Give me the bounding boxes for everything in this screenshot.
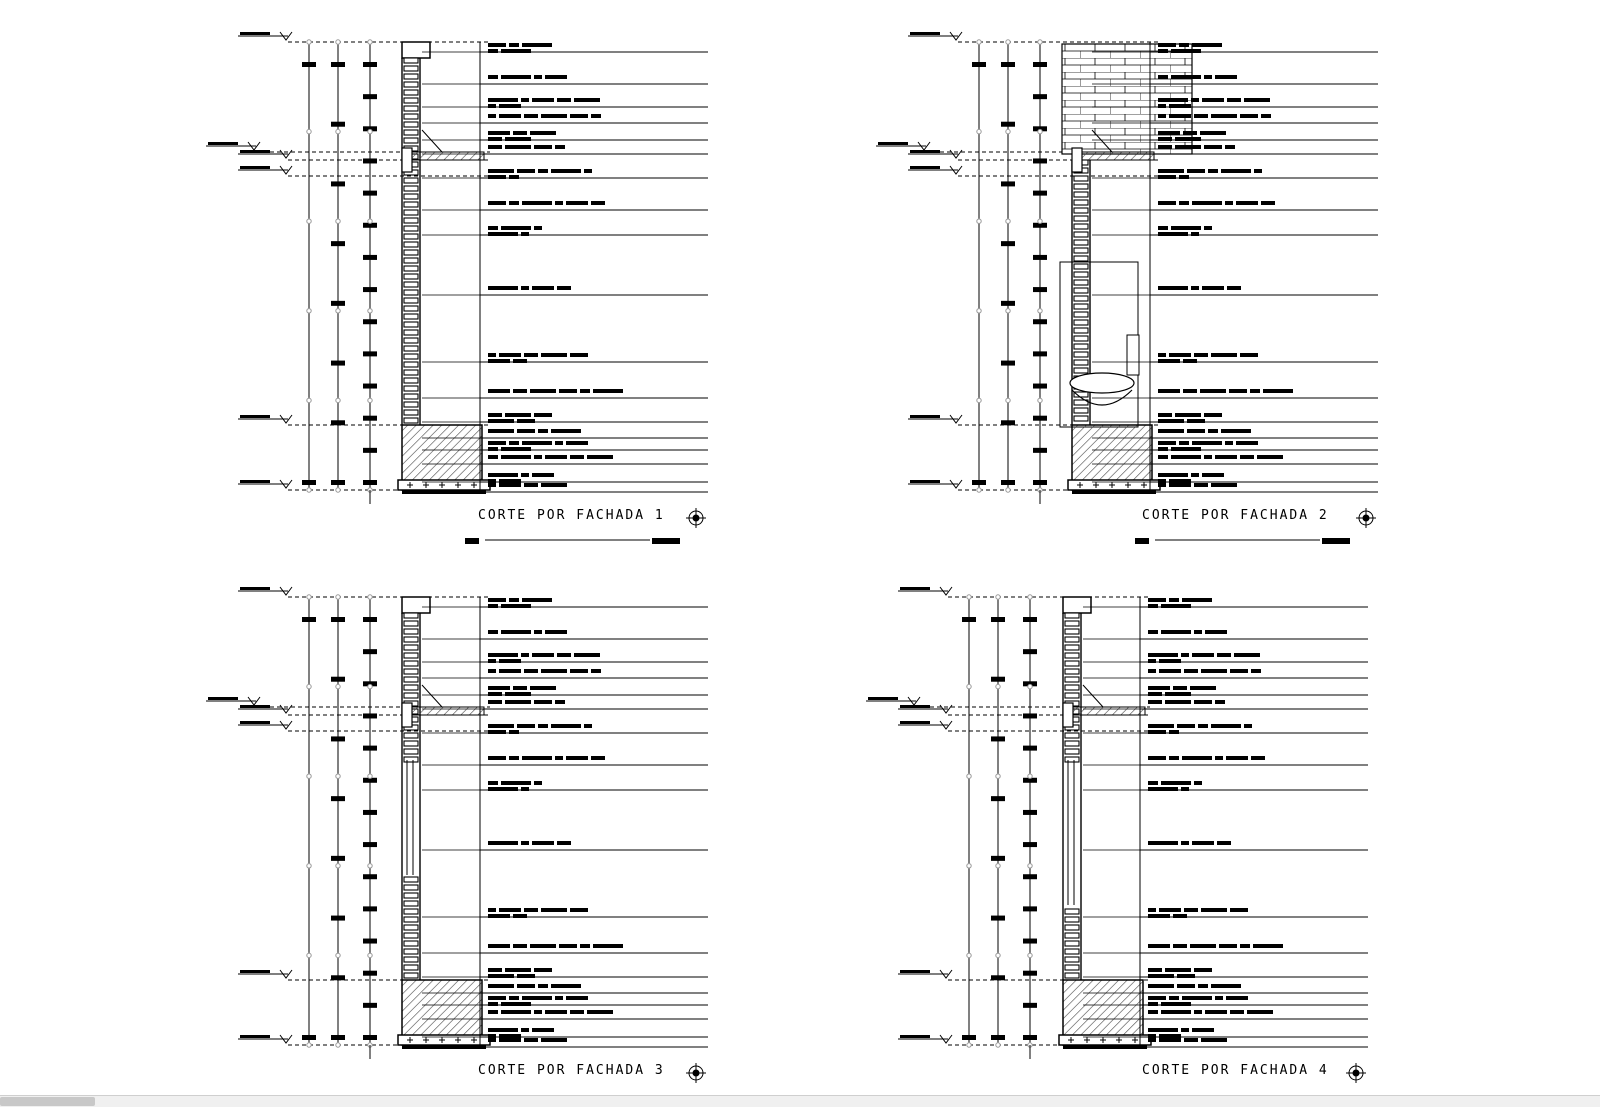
section-title-3: CORTE POR FACHADA 3 — [478, 1063, 665, 1078]
section-panel-4 — [866, 586, 1368, 1083]
section-title-4: CORTE POR FACHADA 4 — [1142, 1063, 1329, 1078]
level-marker — [898, 720, 1150, 732]
section-marker-symbol — [1356, 508, 1376, 528]
level-marker — [238, 165, 490, 177]
scrollbar-thumb[interactable] — [0, 1097, 95, 1106]
section-marker-symbol — [1346, 1063, 1366, 1083]
section-marker-symbol — [686, 1063, 706, 1083]
section-title-2: CORTE POR FACHADA 2 — [1142, 508, 1329, 523]
section-panel-2 — [876, 31, 1378, 544]
level-marker — [898, 586, 1150, 598]
level-marker — [238, 31, 490, 43]
level-marker — [238, 586, 490, 598]
horizontal-scrollbar[interactable] — [0, 1095, 1600, 1107]
section-marker-symbol — [686, 508, 706, 528]
level-marker — [238, 720, 490, 732]
level-marker — [908, 165, 1160, 177]
section-title-1: CORTE POR FACHADA 1 — [478, 508, 665, 523]
section-panel-3 — [206, 586, 708, 1083]
level-marker — [908, 31, 1160, 43]
section-panel-1 — [206, 31, 708, 544]
